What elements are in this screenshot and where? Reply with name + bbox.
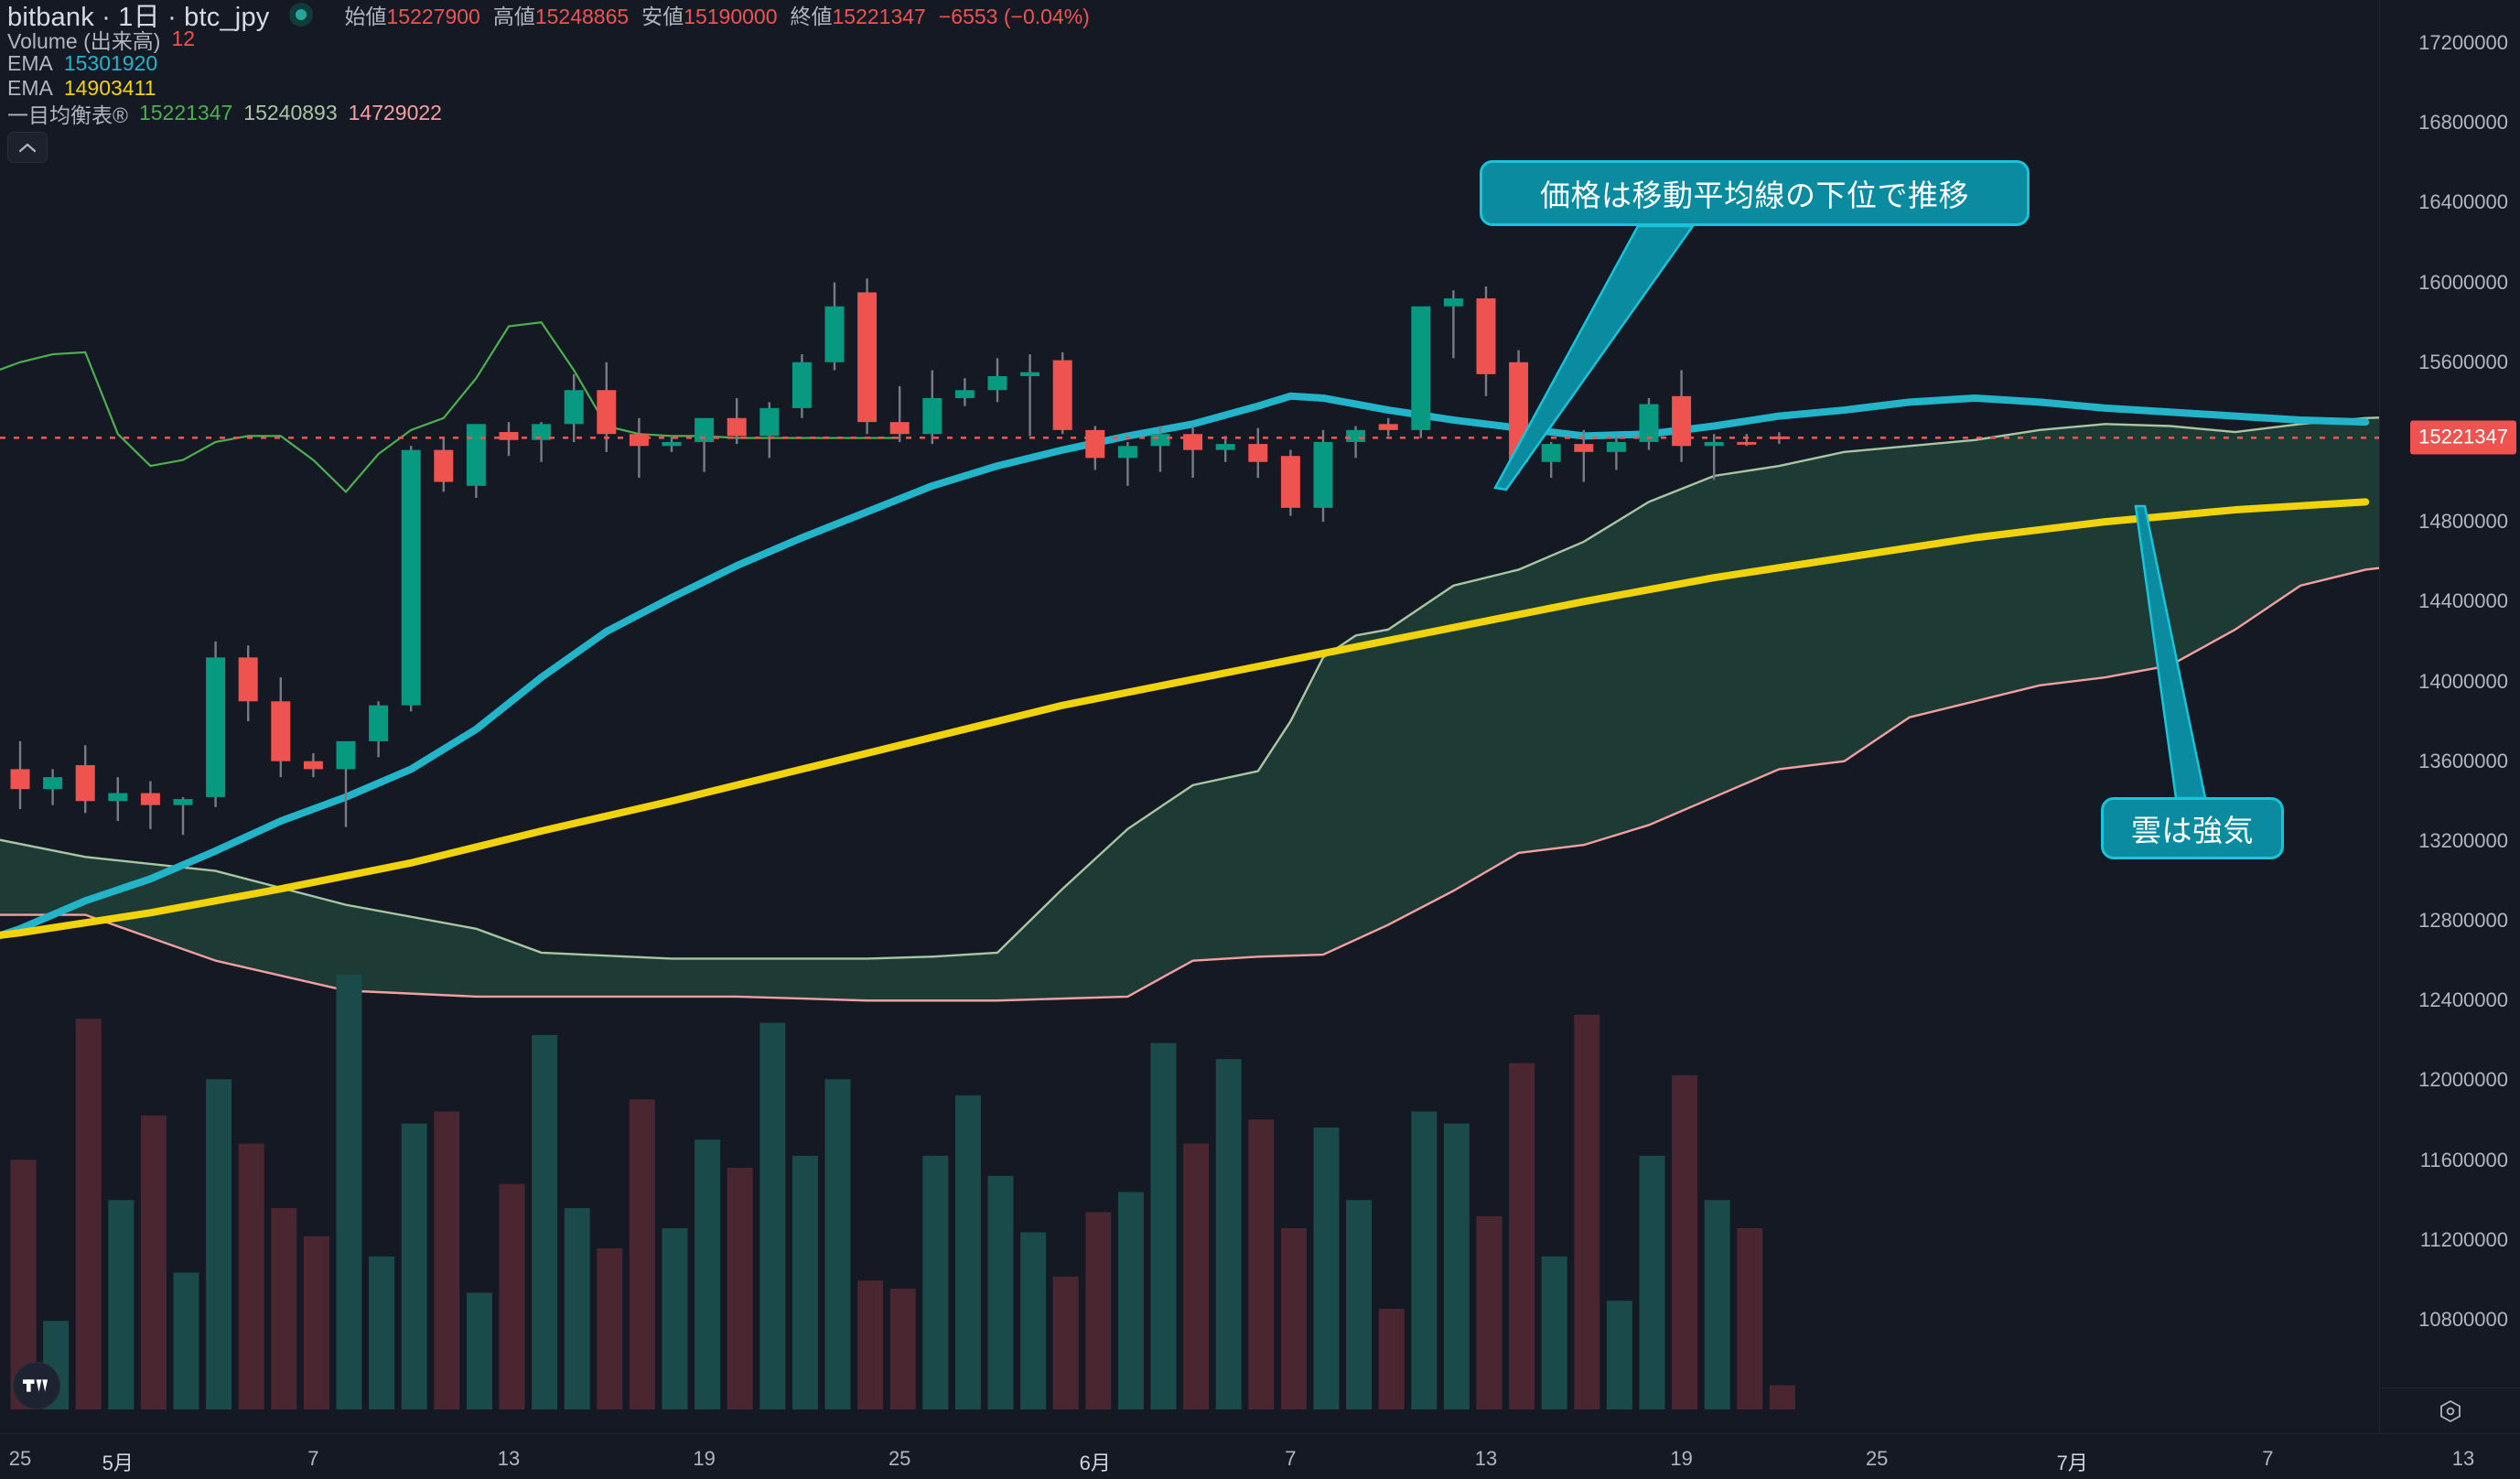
time-scale[interactable]: 255月71319256月71319257月71319 bbox=[0, 1433, 2520, 1479]
price-scale-settings-button[interactable] bbox=[2380, 1387, 2520, 1433]
time-tick: 7月 bbox=[2056, 1452, 2088, 1474]
chart-plot-area[interactable] bbox=[0, 0, 2379, 1433]
price-tick: 10800000 bbox=[2418, 1308, 2508, 1331]
time-tick: 7 bbox=[2262, 1447, 2274, 1470]
price-tick: 11200000 bbox=[2419, 1227, 2508, 1251]
price-tick: 14800000 bbox=[2418, 510, 2508, 534]
price-tick: 13600000 bbox=[2418, 749, 2508, 772]
time-tick: 19 bbox=[693, 1447, 716, 1470]
tradingview-logo-icon bbox=[23, 1379, 48, 1392]
time-tick: 6月 bbox=[1079, 1452, 1111, 1474]
annotation-cloud-bullish[interactable]: 雲は強気 bbox=[2101, 797, 2284, 859]
time-tick: 25 bbox=[888, 1447, 911, 1470]
price-tick: 14000000 bbox=[2418, 669, 2508, 693]
time-tick: 13 bbox=[2451, 1447, 2475, 1470]
price-tick: 12800000 bbox=[2418, 909, 2508, 933]
legend-collapse-button[interactable] bbox=[7, 132, 48, 163]
price-scale[interactable]: 1760000017200000168000001640000016000000… bbox=[2379, 0, 2520, 1433]
tradingview-logo[interactable] bbox=[13, 1362, 60, 1409]
price-tick: 14400000 bbox=[2418, 589, 2508, 613]
gear-hex-icon bbox=[2439, 1399, 2461, 1422]
time-tick: 13 bbox=[497, 1447, 521, 1470]
price-tick: 15600000 bbox=[2418, 350, 2508, 373]
time-tick: 13 bbox=[1474, 1447, 1498, 1470]
price-tick: 13200000 bbox=[2418, 828, 2508, 852]
annotation-price-below-ma[interactable]: 価格は移動平均線の下位で推移 bbox=[1480, 160, 2030, 226]
chart-canvas bbox=[0, 224, 2379, 1409]
time-tick: 7 bbox=[1285, 1447, 1297, 1470]
price-tick: 16000000 bbox=[2418, 270, 2508, 294]
time-tick: 25 bbox=[1865, 1447, 1889, 1470]
time-tick: 5月 bbox=[102, 1452, 134, 1474]
price-tick: 12400000 bbox=[2418, 988, 2508, 1012]
price-tick: 16800000 bbox=[2418, 111, 2508, 135]
price-tick: 12000000 bbox=[2418, 1068, 2508, 1092]
price-tick: 16400000 bbox=[2418, 190, 2508, 214]
time-tick: 25 bbox=[8, 1447, 32, 1470]
time-tick: 7 bbox=[307, 1447, 319, 1470]
price-tick: 11600000 bbox=[2419, 1148, 2508, 1171]
current-price-badge: 15221347 bbox=[2410, 420, 2516, 455]
price-tick: 17200000 bbox=[2418, 31, 2508, 54]
time-tick: 19 bbox=[1670, 1447, 1693, 1470]
chevron-up-icon bbox=[18, 143, 37, 152]
